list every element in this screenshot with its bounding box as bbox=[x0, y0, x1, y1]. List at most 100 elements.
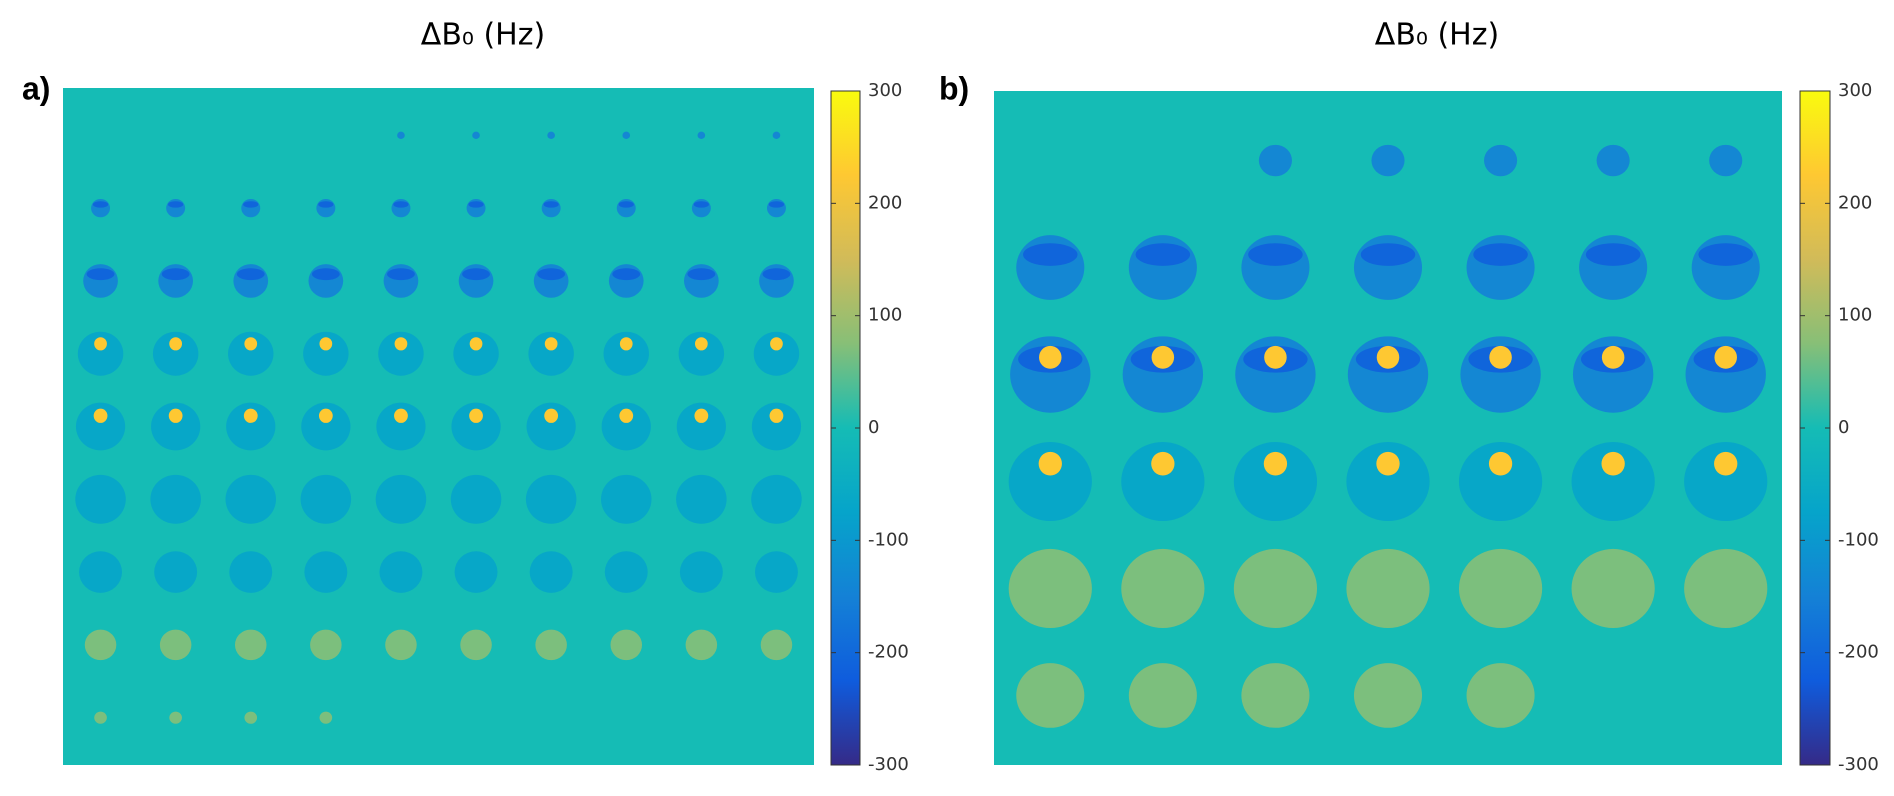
hot-spot bbox=[1714, 451, 1738, 476]
brain-slice bbox=[529, 551, 573, 593]
brain-slice bbox=[301, 402, 351, 451]
hot-spot bbox=[469, 337, 483, 351]
brain-slice bbox=[535, 629, 567, 661]
brain-slice-edge bbox=[543, 201, 559, 208]
hot-spot bbox=[169, 337, 183, 351]
brain-slice bbox=[1458, 548, 1543, 629]
colorbar-tick-label: 0 bbox=[868, 417, 879, 438]
brain-slice-edge bbox=[236, 268, 265, 281]
hot-spot bbox=[93, 408, 108, 423]
hot-spot bbox=[1488, 451, 1513, 476]
brain-slice bbox=[1466, 663, 1535, 728]
brain-slice bbox=[303, 331, 349, 376]
hot-spot bbox=[1601, 451, 1625, 476]
colorbar-tick-label: -200 bbox=[868, 642, 909, 663]
brain-slice bbox=[1233, 548, 1318, 629]
brain-slice bbox=[772, 131, 781, 139]
hot-spot bbox=[244, 337, 258, 351]
brain-slice-edge bbox=[92, 201, 109, 208]
brain-slice-edge bbox=[1585, 243, 1641, 266]
brain-slice bbox=[1233, 441, 1318, 522]
hot-spot bbox=[770, 337, 783, 351]
brain-slice bbox=[751, 402, 802, 451]
brain-slice bbox=[1571, 441, 1655, 522]
brain-slice bbox=[154, 551, 198, 593]
brain-slice-edge bbox=[393, 201, 409, 208]
colorbar-tick-label: -100 bbox=[868, 529, 909, 550]
hot-spot bbox=[619, 408, 634, 423]
hot-spot bbox=[1039, 345, 1062, 369]
brain-slice bbox=[751, 474, 802, 524]
colorbar-tick-label: 100 bbox=[1838, 305, 1872, 326]
brain-slice bbox=[1371, 144, 1405, 177]
brain-slice bbox=[1016, 663, 1085, 728]
colorbar-tick-label: -300 bbox=[868, 754, 909, 775]
hot-spot bbox=[1376, 345, 1400, 369]
hot-spot bbox=[394, 408, 408, 423]
brain-slice bbox=[460, 629, 492, 661]
brain-slice bbox=[451, 402, 501, 451]
brain-slice-edge bbox=[1135, 243, 1191, 266]
brain-slice bbox=[760, 629, 793, 661]
colorbar-tick-label: -100 bbox=[1838, 529, 1879, 550]
brain-slice bbox=[1353, 663, 1423, 728]
brain-slice-edge bbox=[618, 201, 634, 208]
field-map-image bbox=[994, 91, 1782, 765]
brain-slice bbox=[604, 551, 648, 593]
brain-slice bbox=[450, 474, 502, 524]
brain-slice-edge bbox=[693, 201, 709, 208]
brain-slice bbox=[152, 331, 199, 376]
brain-slice bbox=[79, 551, 122, 593]
brain-slice bbox=[1008, 441, 1092, 522]
brain-slice bbox=[679, 551, 723, 593]
brain-slice-edge bbox=[537, 268, 566, 281]
brain-slice bbox=[310, 629, 342, 661]
panel-label: b) bbox=[939, 70, 969, 106]
brain-slice-edge bbox=[1698, 243, 1753, 266]
hot-spot bbox=[1038, 451, 1062, 476]
hot-spot bbox=[1151, 345, 1175, 369]
brain-slice bbox=[676, 474, 727, 524]
brain-slice bbox=[1458, 441, 1543, 522]
brain-slice bbox=[94, 711, 107, 724]
brain-slice bbox=[234, 629, 267, 661]
hot-spot bbox=[1151, 451, 1175, 476]
brain-slice bbox=[151, 402, 201, 451]
colorbar-tick-label: -200 bbox=[1838, 642, 1879, 663]
brain-slice bbox=[1128, 663, 1197, 728]
hot-spot bbox=[1376, 451, 1400, 476]
brain-slice bbox=[1258, 144, 1292, 177]
brain-slice bbox=[454, 551, 498, 593]
colorbar-tick-label: 200 bbox=[1838, 192, 1872, 213]
brain-slice-edge bbox=[311, 268, 340, 281]
colorbar-tick-label: 300 bbox=[868, 80, 902, 101]
panel-title: ΔB₀ (Hz) bbox=[421, 18, 545, 53]
brain-slice-edge bbox=[768, 201, 785, 208]
brain-slice bbox=[159, 629, 192, 661]
brain-slice bbox=[601, 402, 651, 451]
brain-slice bbox=[472, 131, 480, 139]
brain-slice bbox=[84, 629, 117, 661]
hot-spot bbox=[619, 337, 633, 351]
hot-spot bbox=[694, 408, 709, 423]
brain-slice-edge bbox=[168, 201, 184, 208]
brain-slice bbox=[244, 711, 258, 724]
hot-spot bbox=[544, 337, 558, 351]
colorbar-tick-label: 200 bbox=[868, 192, 902, 213]
hot-spot bbox=[1489, 345, 1512, 369]
brain-slice-edge bbox=[387, 268, 415, 281]
brain-slice bbox=[610, 629, 643, 661]
brain-slice bbox=[229, 551, 273, 593]
brain-slice bbox=[385, 629, 417, 661]
hot-spot bbox=[318, 408, 333, 423]
brain-slice bbox=[1596, 144, 1630, 177]
brain-slice bbox=[304, 551, 348, 593]
hot-spot bbox=[168, 408, 183, 423]
brain-slice bbox=[300, 474, 352, 524]
brain-slice-edge bbox=[687, 268, 716, 281]
brain-slice bbox=[379, 551, 423, 593]
colorbar-tick-label: 300 bbox=[1838, 80, 1872, 101]
brain-slice bbox=[1121, 548, 1205, 629]
brain-slice bbox=[685, 629, 718, 661]
brain-slice bbox=[1484, 144, 1518, 177]
